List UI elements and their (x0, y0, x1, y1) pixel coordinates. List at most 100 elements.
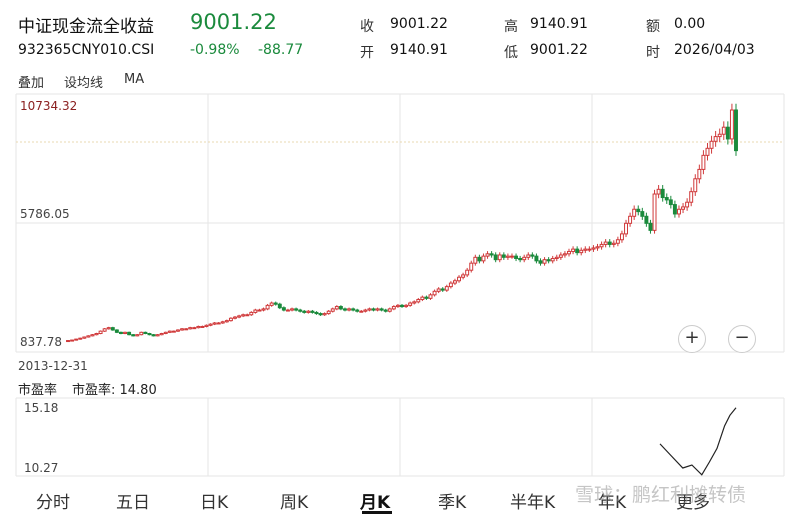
candle-body (424, 296, 429, 299)
pe-current-value: 市盈率: 14.80 (72, 383, 157, 398)
candle-body (277, 303, 282, 309)
candle-body (440, 288, 445, 291)
candle-body (184, 328, 189, 331)
candle-body (245, 314, 250, 317)
index-code: 932365CNY010.CSI (18, 42, 155, 58)
candle-body (265, 304, 270, 310)
candle-body (78, 337, 83, 340)
candle-body (542, 259, 547, 264)
high-value: 9140.91 (530, 16, 588, 32)
candle-body (538, 260, 543, 264)
candlestick-chart[interactable]: 10734.32 5786.05 837.78 (0, 92, 800, 354)
candle-body (672, 204, 677, 215)
candle-body (228, 317, 233, 322)
candle-body (526, 254, 531, 258)
overlay-button[interactable]: 叠加 (18, 76, 45, 91)
candle-body (363, 309, 368, 312)
candle-body (640, 211, 645, 217)
candle-body (461, 274, 466, 278)
candle-body (664, 197, 669, 201)
candle-body (261, 308, 266, 311)
candle-body (518, 257, 523, 261)
candle-body (428, 294, 433, 299)
candle-body (452, 280, 457, 284)
candle-body (70, 339, 75, 342)
candle-body (734, 109, 738, 152)
candle-body (98, 330, 103, 335)
candle-body (644, 215, 649, 224)
tab-quarterly-k[interactable]: 季K (438, 493, 467, 513)
pe-indicator-tab[interactable]: 市盈率 (18, 383, 58, 398)
candle-body (591, 247, 596, 250)
candle-body (689, 191, 694, 203)
candle-body (110, 327, 115, 331)
candle-body (599, 243, 604, 248)
tab-more[interactable]: 更多 (676, 493, 710, 513)
candle-body (375, 308, 380, 311)
ma-button[interactable]: MA (124, 72, 145, 87)
candle-body (725, 126, 730, 140)
candle-body (514, 255, 519, 259)
candle-body (660, 188, 665, 199)
candle-body (106, 327, 111, 330)
tab-monthly-k[interactable]: 月K (360, 493, 391, 513)
candle-body (656, 188, 661, 195)
tab-weekly-k[interactable]: 周K (280, 493, 309, 513)
candle-body (432, 290, 437, 296)
candle-body (90, 334, 95, 337)
zoom-out-button[interactable]: − (728, 325, 756, 353)
candle-body (176, 329, 180, 332)
candle-body (249, 311, 254, 316)
tab-yearly-k[interactable]: 年K (598, 493, 627, 513)
candle-body (395, 304, 400, 308)
period-tabs: 分时 五日 日K 周K 月K 季K 半年K 年K 更多 (0, 478, 800, 518)
candle-body (281, 307, 286, 311)
candle-body (387, 308, 392, 312)
candle-body (147, 333, 152, 336)
candle-body (408, 302, 413, 306)
candle-body (497, 254, 502, 261)
candle-body (709, 140, 714, 149)
candle-body (290, 308, 294, 311)
candle-body (473, 256, 478, 264)
candle-body (310, 310, 315, 313)
candle-body (546, 259, 551, 262)
current-price: 9001.22 (190, 10, 277, 34)
candle-body (587, 248, 592, 251)
pe-subchart: 15.18 10.27 (15, 397, 785, 477)
candle-body (550, 257, 555, 262)
candle-body (285, 309, 290, 312)
candle-body (351, 308, 356, 311)
amount-value: 0.00 (674, 16, 706, 32)
close-value: 9001.22 (390, 16, 448, 32)
candle-body (575, 248, 580, 254)
pe-series-line (659, 407, 737, 476)
candle-body (444, 286, 449, 291)
low-value: 9001.22 (530, 42, 588, 58)
candle-body (86, 335, 91, 338)
candle-body (595, 246, 600, 249)
candle-body (648, 222, 653, 231)
open-value: 9140.91 (390, 42, 448, 58)
index-name: 中证现金流全收益 (18, 17, 154, 37)
candle-body (330, 308, 335, 312)
set-ma-button[interactable]: 设均线 (64, 76, 104, 91)
candle-body (448, 282, 453, 288)
tab-five-day[interactable]: 五日 (116, 493, 150, 513)
time-value: 2026/04/03 (674, 42, 755, 58)
y-axis-mid: 5786.05 (20, 207, 70, 221)
candle-body (611, 242, 616, 245)
candle-body (204, 324, 209, 327)
candle-body (326, 310, 331, 315)
candle-body (717, 133, 722, 138)
tab-intraday[interactable]: 分时 (36, 493, 70, 513)
x-axis-start-date: 2013-12-31 (18, 359, 88, 373)
candle-body (469, 262, 474, 271)
candle-body (139, 331, 144, 336)
tab-daily-k[interactable]: 日K (200, 493, 229, 513)
zoom-in-button[interactable]: + (678, 325, 706, 353)
tab-half-year-k[interactable]: 半年K (510, 493, 556, 513)
candle-body (208, 323, 213, 326)
candle-body (188, 327, 193, 330)
candle-body (416, 299, 421, 303)
